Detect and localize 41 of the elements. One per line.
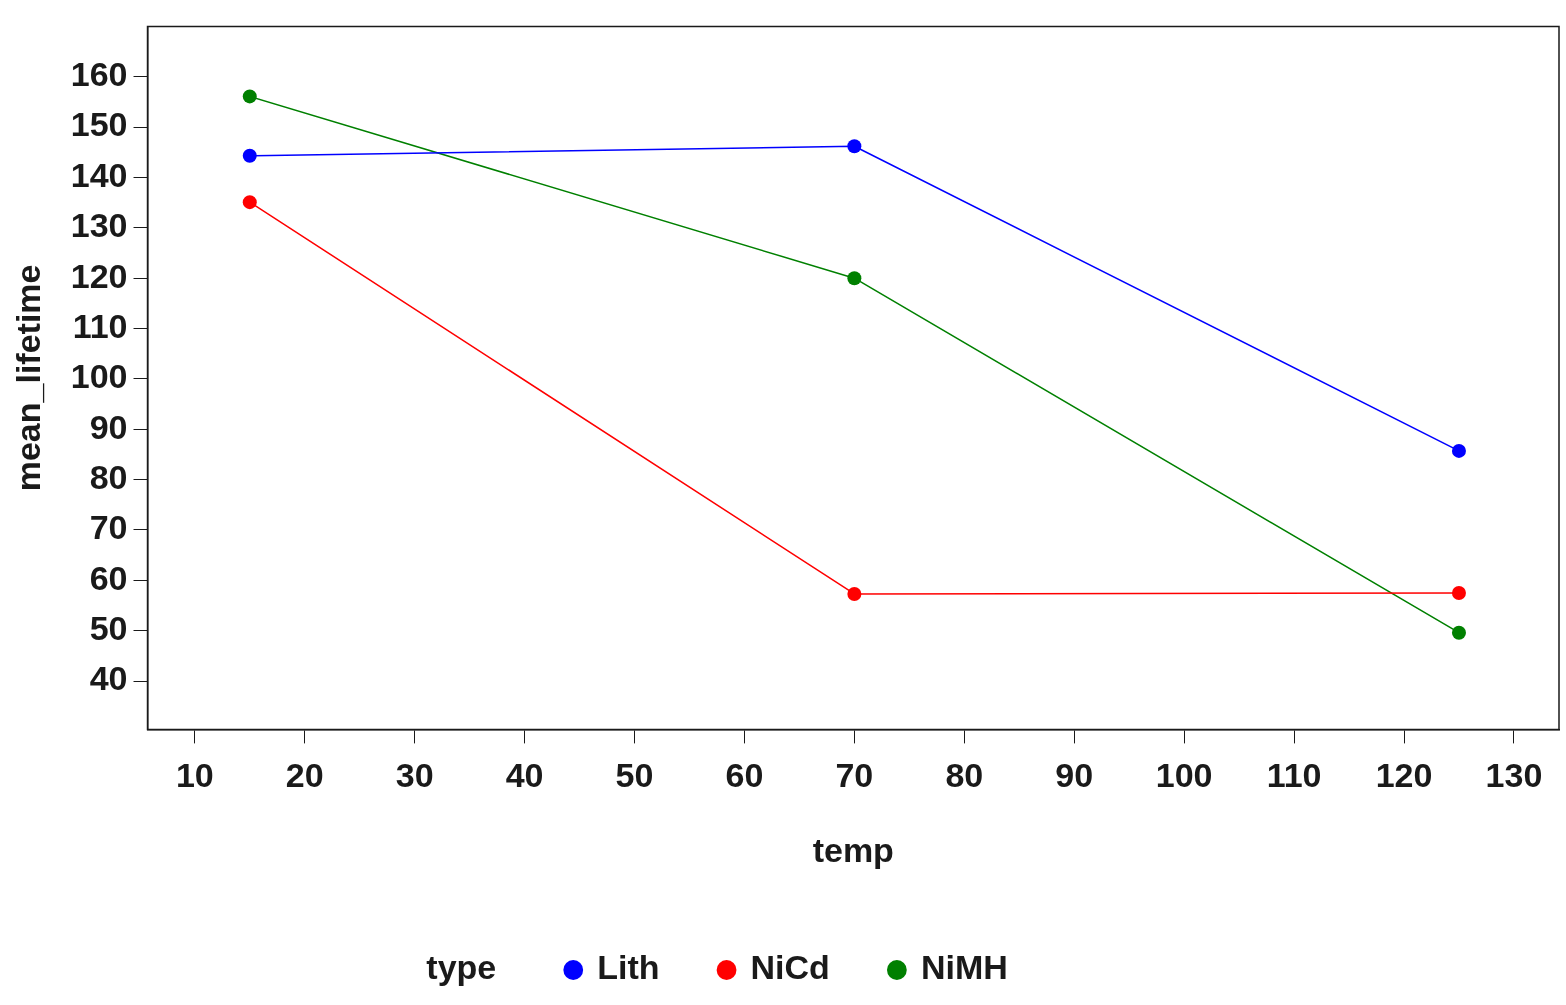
- x-tick-label: 20: [285, 756, 324, 795]
- point: [847, 139, 862, 154]
- y-axis-title: mean_lifetime: [8, 264, 47, 492]
- x-tick-label: 120: [1375, 756, 1433, 795]
- legend-label: NiMH: [920, 948, 1008, 987]
- x-tick-label: 10: [175, 756, 214, 795]
- x-tick-label: 70: [835, 756, 874, 795]
- point: [847, 271, 862, 286]
- y-tick-label: 130: [70, 206, 128, 245]
- legend-label: Lith: [597, 948, 660, 987]
- x-tick-label: 60: [725, 756, 764, 795]
- point: [1451, 443, 1466, 458]
- x-tick-label: 130: [1485, 756, 1543, 795]
- legend-label: NiCd: [750, 948, 830, 987]
- point: [1451, 625, 1466, 640]
- x-tick-label: 30: [395, 756, 434, 795]
- y-tick-label: 60: [89, 558, 128, 597]
- y-tick-label: 150: [70, 105, 128, 144]
- y-tick-label: 80: [89, 458, 128, 496]
- y-tick-label: 160: [70, 55, 128, 94]
- x-tick-label: 110: [1266, 756, 1322, 795]
- y-tick-label: 110: [72, 306, 128, 345]
- y-tick-label: 90: [89, 407, 128, 446]
- legend-title: type: [426, 948, 497, 987]
- point: [1451, 585, 1466, 600]
- y-tick-label: 50: [89, 609, 128, 648]
- x-tick-label: 90: [1055, 756, 1094, 795]
- x-tick-label: 100: [1155, 756, 1213, 795]
- x-tick-label: 40: [505, 756, 544, 795]
- x-tick-label: 50: [615, 756, 654, 795]
- y-tick-label: 70: [89, 508, 128, 547]
- point: [242, 89, 257, 104]
- point: [847, 586, 862, 601]
- point: [242, 195, 257, 210]
- point: [242, 148, 257, 163]
- x-axis-title: temp: [812, 830, 894, 869]
- y-tick-label: 140: [70, 155, 128, 194]
- y-tick-label: 100: [70, 357, 128, 396]
- y-tick-label: 120: [70, 256, 128, 295]
- x-tick-label: 80: [945, 756, 984, 795]
- y-tick-label: 40: [89, 659, 128, 698]
